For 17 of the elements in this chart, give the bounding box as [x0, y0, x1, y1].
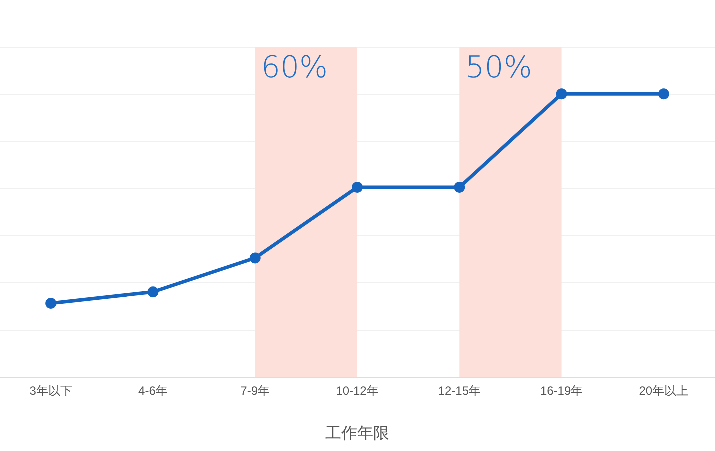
x-axis-title: 工作年限 — [326, 424, 390, 442]
x-tick-label: 10-12年 — [336, 384, 379, 398]
point — [658, 88, 670, 100]
x-tick-label: 3年以下 — [30, 384, 72, 398]
x-tick-label: 16-19年 — [540, 384, 584, 398]
point — [454, 182, 466, 193]
point — [352, 182, 363, 193]
point — [46, 298, 57, 309]
x-tick-label: 12-15年 — [438, 384, 481, 398]
x-tick-label: 20年以上 — [639, 384, 689, 398]
band-label: 50% — [466, 50, 532, 86]
point — [148, 286, 159, 298]
point — [556, 88, 568, 100]
x-tick-label: 7-9年 — [240, 384, 270, 398]
band-label: 60% — [261, 50, 328, 86]
x-tick-label: 4-6年 — [138, 384, 168, 398]
point — [250, 252, 261, 264]
